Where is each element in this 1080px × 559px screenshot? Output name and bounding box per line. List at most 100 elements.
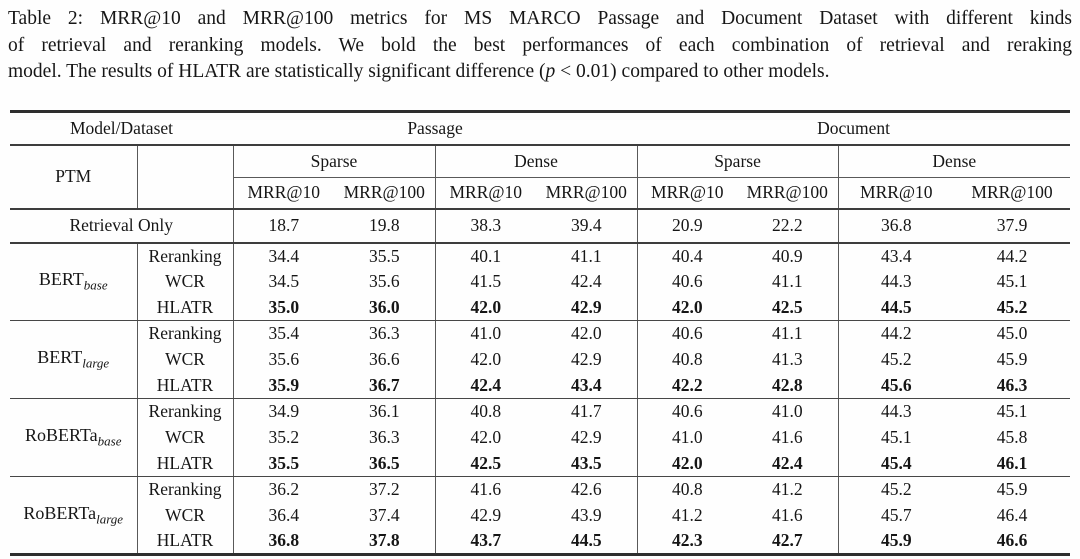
value-cell: 35.0 (232, 294, 334, 321)
method-label: Reranking (136, 476, 233, 503)
row-bert-large-wcr: WCR 35.6 36.6 42.0 42.9 40.8 41.3 45.2 45.9 (10, 346, 1070, 373)
value-cell: 42.9 (434, 502, 536, 529)
ptm-label-bert-large: BERTlarge (10, 320, 137, 399)
value-cell: 44.5 (570, 530, 602, 551)
method-label: WCR (136, 346, 233, 373)
method-label: Reranking (136, 242, 233, 269)
value-cell: 40.8 (636, 346, 738, 373)
value-cell: 44.3 (837, 398, 955, 425)
value-cell: 41.2 (771, 479, 803, 500)
ptm-label-bert-base: BERTbase (10, 242, 137, 321)
value-cell: 44.2 (837, 320, 955, 347)
value-cell: 40.1 (434, 242, 536, 269)
value-cell: 41.0 (636, 424, 738, 451)
value-cell: 41.7 (570, 401, 602, 422)
value-cell: 40.6 (636, 268, 738, 295)
value-cell: 45.2 (837, 476, 955, 503)
ptm-subscript: base (97, 433, 122, 449)
value-cell: 42.9 (570, 427, 602, 447)
value-cell: 36.6 (368, 349, 400, 369)
row-roberta-large-wcr: WCR 36.4 37.4 42.9 43.9 41.2 41.6 45.7 46.4 (10, 502, 1070, 529)
value-cell: 45.9 (996, 349, 1028, 369)
header-metric-5: MRR@100 (737, 177, 839, 210)
value-cell: 42.0 (570, 323, 602, 344)
value-cell: 42.2 (636, 372, 738, 399)
row-bert-base-wcr: WCR 34.5 35.6 41.5 42.4 40.6 41.1 44.3 45.1 (10, 268, 1070, 295)
value-cell: 41.1 (570, 245, 602, 266)
header-row-groups: PTM Sparse Dense Sparse Dense (10, 144, 1071, 210)
value-cell: 42.0 (434, 346, 536, 373)
retrieval-value-4: 20.9 (636, 208, 738, 244)
results-table-container: Model/Dataset Passage Document PTM Spars… (10, 110, 1071, 556)
header-metric-3: MRR@100 (536, 177, 638, 210)
row-bert-base-hlatr: HLATR 35.0 36.0 42.0 42.9 42.0 42.5 44.5 45.2 (10, 294, 1071, 321)
value-cell: 40.8 (434, 398, 536, 425)
value-cell: 41.3 (771, 349, 803, 369)
value-cell: 42.4 (737, 450, 839, 477)
value-cell: 37.8 (368, 530, 400, 551)
value-cell: 46.3 (954, 372, 1071, 399)
value-cell: 35.5 (368, 245, 400, 266)
value-cell: 45.1 (837, 424, 955, 451)
caption-line-1: Table 2: MRR@10 and MRR@100 metrics for … (8, 8, 1072, 29)
value-cell: 40.9 (771, 245, 803, 266)
method-label: Reranking (136, 320, 233, 347)
value-cell: 44.3 (837, 268, 955, 295)
value-cell: 41.0 (434, 320, 536, 347)
caption-line-3-text-end: < 0.01) compared to other models. (555, 61, 830, 82)
header-metric-7: MRR@100 (954, 177, 1071, 210)
value-cell: 42.0 (636, 294, 738, 321)
value-cell: 34.9 (232, 398, 334, 425)
retrieval-value-7: 37.9 (954, 208, 1071, 244)
header-metric-1: MRR@100 (334, 177, 435, 210)
method-label: HLATR (136, 528, 233, 555)
value-cell: 42.5 (434, 450, 536, 477)
value-cell: 41.2 (636, 502, 738, 529)
value-cell: 40.6 (636, 398, 738, 425)
results-table: Model/Dataset Passage Document PTM Spars… (10, 110, 1071, 556)
retrieval-value-3: 39.4 (536, 208, 638, 244)
value-cell: 45.2 (954, 294, 1071, 321)
retrieval-only-label: Retrieval Only (10, 208, 233, 244)
retrieval-only-row: Retrieval Only 18.7 19.8 38.3 39.4 20.9 22.2 3… (10, 208, 1071, 244)
method-label: HLATR (136, 450, 233, 477)
value-cell: 42.6 (570, 479, 602, 500)
value-cell: 45.6 (837, 372, 955, 399)
value-cell: 41.5 (434, 268, 536, 295)
value-cell: 43.9 (570, 505, 602, 525)
header-group-2: Sparse (636, 144, 839, 178)
header-group-1: Dense (434, 144, 638, 178)
method-label: WCR (136, 424, 233, 451)
row-bert-large-hlatr: HLATR 35.9 36.7 42.4 43.4 42.2 42.8 45.6 46.3 (10, 372, 1071, 399)
value-cell: 41.6 (434, 476, 536, 503)
value-cell: 46.6 (996, 530, 1028, 551)
header-metric-6: MRR@10 (837, 177, 955, 210)
value-cell: 36.8 (232, 528, 334, 555)
value-cell: 35.9 (232, 372, 334, 399)
value-cell: 42.5 (737, 294, 839, 321)
row-roberta-large-hlatr: HLATR 36.8 37.8 43.7 44.5 42.3 42.7 45.9 46.6 (10, 528, 1070, 555)
value-cell: 36.1 (368, 401, 400, 422)
ptm-subscript: base (83, 278, 108, 294)
row-roberta-base-wcr: WCR 35.2 36.3 42.0 42.9 41.0 41.6 45.1 45.8 (10, 424, 1070, 451)
value-cell: 46.4 (996, 505, 1028, 525)
retrieval-value-2: 38.3 (434, 208, 536, 244)
ptm-label-roberta-large: RoBERTalarge (10, 477, 137, 555)
header-group-0: Sparse (232, 144, 435, 178)
method-label: Reranking (136, 398, 233, 425)
value-cell: 43.4 (536, 372, 638, 399)
value-cell: 45.2 (837, 346, 955, 373)
value-cell: 37.2 (368, 479, 400, 500)
value-cell: 42.0 (434, 294, 536, 321)
value-cell: 43.5 (536, 450, 638, 477)
value-cell: 35.5 (232, 450, 334, 477)
value-cell: 35.2 (232, 424, 334, 451)
value-cell: 41.6 (771, 505, 803, 525)
value-cell: 41.6 (771, 427, 803, 447)
retrieval-value-0: 18.7 (232, 208, 334, 244)
value-cell: 45.1 (996, 271, 1028, 291)
ptm-name: BERT (38, 269, 84, 290)
row-roberta-large-reranking: RoBERTalarge Reranking 36.2 37.2 41.6 42.6 40.… (10, 476, 1070, 526)
caption-line-3: model. The results of HLATR are statisti… (8, 59, 1072, 86)
